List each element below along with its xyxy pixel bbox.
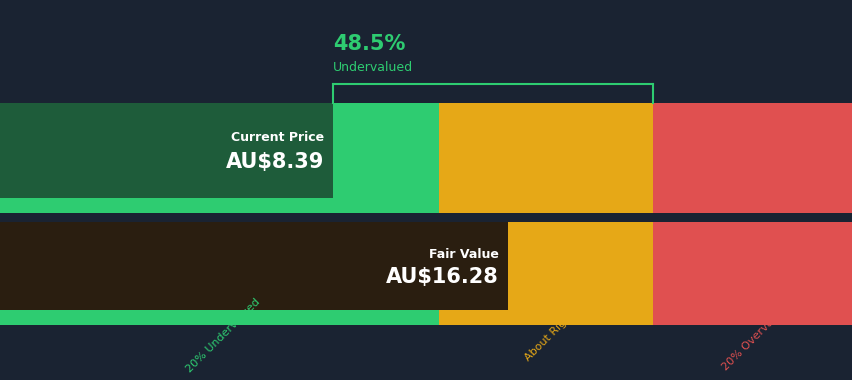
Bar	[652, 310, 852, 325]
Bar	[652, 222, 852, 310]
Bar	[439, 198, 652, 213]
Text: AU$16.28: AU$16.28	[386, 268, 498, 287]
Bar	[0, 103, 439, 198]
Bar	[439, 310, 652, 325]
Bar	[0, 103, 332, 198]
Bar	[652, 198, 852, 213]
Text: 20% Undervalued: 20% Undervalued	[184, 297, 262, 375]
Text: AU$8.39: AU$8.39	[226, 152, 324, 173]
Bar	[0, 222, 439, 310]
Bar	[0, 222, 507, 310]
Text: Fair Value: Fair Value	[429, 248, 498, 261]
Bar	[0, 310, 439, 325]
Bar	[439, 222, 652, 310]
Text: Current Price: Current Price	[231, 131, 324, 144]
Bar	[0, 198, 439, 213]
Text: About Right: About Right	[522, 309, 576, 363]
Bar	[652, 103, 852, 198]
Text: 20% Overvalued: 20% Overvalued	[719, 300, 792, 372]
Text: 48.5%: 48.5%	[332, 34, 405, 54]
Text: Undervalued: Undervalued	[332, 61, 412, 74]
Bar	[439, 103, 652, 198]
